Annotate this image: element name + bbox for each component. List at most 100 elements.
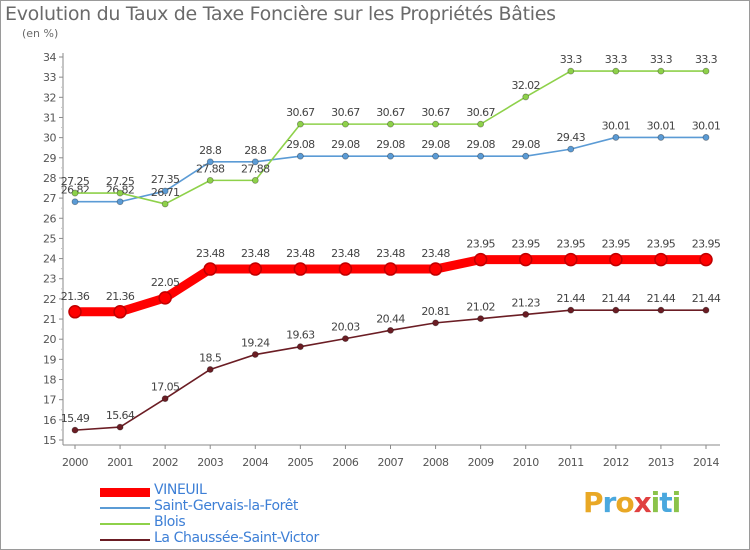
- y-tick-label: 24: [43, 253, 56, 266]
- data-label: 23.95: [647, 238, 676, 251]
- legend-swatch: [100, 523, 150, 525]
- data-point: [116, 189, 124, 197]
- x-tick-label: 2001: [107, 456, 133, 469]
- logo-letter: r: [602, 486, 617, 519]
- data-point: [71, 426, 79, 434]
- unit-label: (en %): [22, 27, 59, 40]
- data-label: 17.05: [151, 381, 180, 394]
- x-tick-label: 2011: [558, 456, 584, 469]
- data-point: [702, 67, 710, 75]
- data-label: 20.03: [331, 321, 360, 334]
- data-point: [612, 134, 620, 141]
- data-point: [387, 152, 394, 160]
- data-label: 21.02: [466, 301, 495, 314]
- data-point: [116, 423, 124, 431]
- data-label: 30.67: [421, 106, 450, 119]
- data-point: [203, 262, 217, 276]
- legend-label: Saint-Gervais-la-Forêt: [154, 498, 298, 514]
- x-tick-label: 2008: [423, 456, 449, 469]
- data-label: 29.08: [331, 138, 360, 151]
- data-label: 19.63: [286, 329, 315, 342]
- data-label: 18.5: [199, 351, 222, 364]
- data-label: 30.67: [376, 106, 405, 119]
- data-label: 26.71: [151, 186, 180, 199]
- logo-letter: i: [650, 486, 661, 519]
- data-label: 33.3: [605, 53, 628, 66]
- data-point: [296, 343, 304, 351]
- y-tick-label: 28: [43, 172, 56, 185]
- data-point: [699, 252, 713, 267]
- data-label: 30.01: [602, 119, 631, 132]
- data-point: [342, 120, 349, 128]
- data-label: 19.24: [241, 337, 270, 350]
- legend-label: Blois: [154, 514, 186, 530]
- data-label: 30.67: [286, 106, 315, 119]
- y-tick-label: 27: [43, 192, 56, 205]
- data-point: [432, 319, 439, 327]
- data-point: [161, 200, 169, 208]
- y-tick-label: 21: [43, 313, 56, 326]
- data-point: [654, 252, 668, 267]
- data-label: 23.48: [241, 247, 270, 260]
- data-point: [432, 120, 439, 128]
- data-point: [702, 306, 710, 314]
- y-tick-label: 20: [43, 333, 56, 346]
- data-point: [338, 262, 353, 276]
- data-point: [251, 351, 259, 358]
- data-label: 20.81: [421, 305, 450, 318]
- data-label: 23.48: [331, 247, 360, 260]
- data-point: [71, 189, 79, 197]
- data-point: [251, 158, 259, 166]
- data-label: 30.67: [466, 106, 495, 119]
- x-tick-label: 2014: [693, 456, 719, 469]
- data-point: [342, 152, 349, 160]
- data-label: 23.48: [421, 247, 450, 260]
- y-tick-label: 25: [43, 232, 56, 245]
- data-label: 27.25: [61, 175, 90, 188]
- x-tick-label: 2007: [378, 456, 404, 469]
- data-label: 27.35: [151, 173, 180, 186]
- y-tick-label: 19: [43, 353, 56, 366]
- y-tick-label: 18: [43, 374, 56, 387]
- legend-swatch: [100, 487, 150, 497]
- data-point: [293, 262, 308, 276]
- data-point: [68, 305, 82, 319]
- y-tick-label: 22: [43, 293, 56, 306]
- x-tick-label: 2000: [62, 456, 88, 469]
- x-tick-label: 2003: [197, 456, 223, 469]
- data-point: [567, 145, 575, 153]
- data-label: 21.44: [557, 292, 586, 305]
- data-point: [71, 198, 79, 206]
- data-label: 23.48: [286, 247, 315, 260]
- data-point: [567, 306, 575, 314]
- data-label: 15.49: [61, 412, 90, 425]
- x-tick-label: 2002: [152, 456, 178, 469]
- data-label: 29.08: [376, 138, 405, 151]
- data-label: 23.95: [692, 238, 721, 251]
- y-tick-label: 31: [43, 111, 56, 124]
- data-point: [432, 152, 439, 160]
- x-tick-label: 2009: [468, 456, 494, 469]
- data-label: 30.67: [331, 106, 360, 119]
- data-point: [296, 120, 304, 128]
- legend-swatch: [100, 539, 150, 541]
- data-label: 23.95: [557, 238, 586, 251]
- data-point: [387, 120, 394, 128]
- data-label: 15.64: [106, 409, 135, 422]
- y-tick-label: 26: [43, 212, 56, 225]
- data-point: [477, 120, 485, 128]
- data-point: [477, 152, 485, 160]
- data-point: [702, 134, 710, 141]
- data-point: [657, 67, 665, 75]
- data-label: 27.88: [196, 162, 225, 175]
- y-tick-label: 32: [43, 91, 56, 104]
- x-tick-label: 2010: [513, 456, 539, 469]
- data-label: 30.01: [647, 119, 676, 132]
- legend-label: La Chaussée-Saint-Victor: [154, 530, 319, 546]
- data-point: [657, 306, 665, 314]
- data-label: 21.44: [692, 292, 721, 305]
- logo-letter: t: [659, 486, 672, 519]
- data-point: [296, 152, 304, 160]
